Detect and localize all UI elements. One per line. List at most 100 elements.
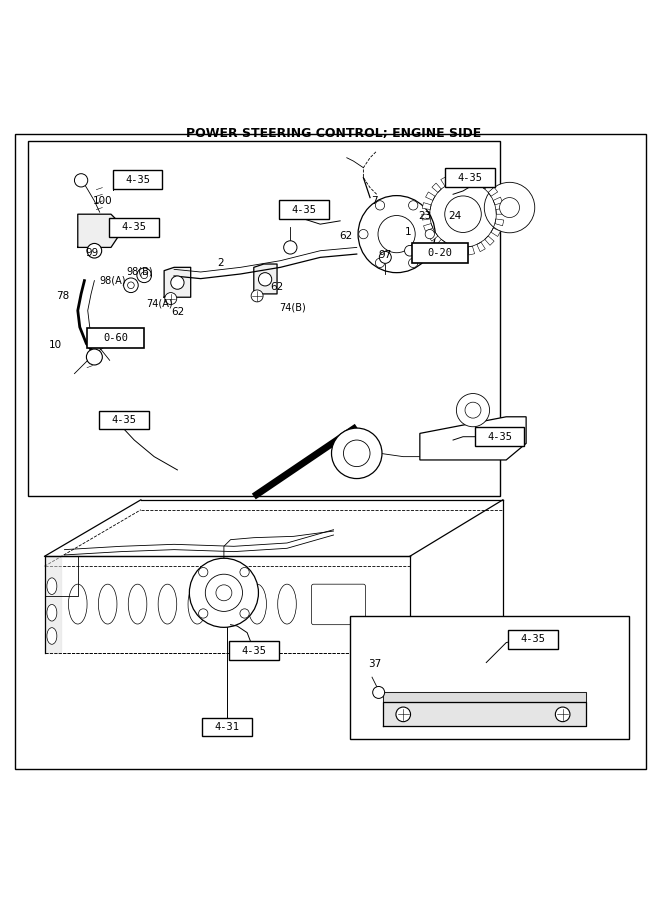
Circle shape [425,230,434,238]
Polygon shape [432,183,442,193]
Circle shape [445,196,482,232]
Text: 4-31: 4-31 [215,722,239,732]
Circle shape [75,174,88,187]
Text: 97: 97 [379,250,392,260]
Polygon shape [428,232,438,241]
Circle shape [251,290,263,302]
Circle shape [240,568,249,577]
Polygon shape [422,202,431,210]
Text: 4-35: 4-35 [112,415,137,425]
FancyBboxPatch shape [311,584,366,625]
Text: 2: 2 [217,257,224,267]
Circle shape [376,258,385,267]
Circle shape [484,183,535,233]
Text: 62: 62 [171,307,184,317]
Circle shape [165,292,177,304]
Ellipse shape [188,584,207,624]
Bar [109,218,159,237]
Polygon shape [420,417,526,460]
Polygon shape [463,173,469,181]
Text: 1: 1 [405,227,411,237]
Bar [99,410,149,429]
Text: 100: 100 [93,196,113,206]
Polygon shape [493,197,502,205]
Circle shape [405,246,415,256]
Circle shape [141,272,147,279]
Text: 4-35: 4-35 [487,432,512,442]
Circle shape [465,402,481,418]
Text: 10: 10 [49,340,62,350]
Polygon shape [495,219,504,226]
Ellipse shape [248,584,266,624]
Polygon shape [78,214,117,248]
Text: 62: 62 [270,283,283,293]
Circle shape [283,241,297,254]
Text: 78: 78 [56,291,69,301]
Ellipse shape [47,578,57,595]
Circle shape [500,198,520,218]
Bar [113,170,163,189]
Bar [28,141,500,497]
Text: 4-35: 4-35 [457,173,482,183]
Ellipse shape [218,584,237,624]
Ellipse shape [47,605,57,621]
Polygon shape [452,174,458,183]
Text: 98(A): 98(A) [99,275,126,285]
Ellipse shape [277,584,296,624]
Circle shape [331,428,382,479]
Circle shape [409,258,418,267]
Text: 4-35: 4-35 [520,634,545,644]
Circle shape [123,278,138,293]
Circle shape [380,251,392,264]
Polygon shape [485,236,494,246]
Circle shape [376,201,385,210]
Circle shape [359,230,368,238]
Polygon shape [441,176,450,186]
Circle shape [409,201,418,210]
Circle shape [199,568,208,577]
Text: 23: 23 [418,212,432,221]
Polygon shape [424,223,433,231]
Polygon shape [468,246,475,255]
Polygon shape [253,264,277,294]
Text: 0-20: 0-20 [428,248,452,257]
Polygon shape [384,702,586,725]
Text: 62: 62 [339,231,352,241]
Bar [202,717,252,736]
Polygon shape [477,242,486,252]
Circle shape [205,574,243,611]
Polygon shape [436,239,445,248]
Circle shape [344,440,370,466]
Circle shape [556,707,570,722]
Bar [279,201,329,219]
Bar [445,168,494,187]
Circle shape [396,707,411,722]
Text: 98(B): 98(B) [126,266,153,276]
Polygon shape [426,192,435,201]
Text: 0-60: 0-60 [103,333,128,344]
Polygon shape [422,214,430,220]
Ellipse shape [128,584,147,624]
Polygon shape [491,228,500,237]
Text: POWER STEERING CONTROL; ENGINE SIDE: POWER STEERING CONTROL; ENGINE SIDE [186,127,481,140]
Text: 74(A): 74(A) [146,299,173,309]
Polygon shape [446,245,454,254]
Circle shape [137,268,151,283]
Circle shape [358,195,435,273]
Polygon shape [472,175,480,184]
Circle shape [373,687,385,698]
Text: 4-35: 4-35 [122,222,147,232]
Polygon shape [496,208,504,214]
Bar [475,428,524,446]
Circle shape [189,558,258,627]
Text: 4-35: 4-35 [291,204,316,214]
Circle shape [87,243,101,258]
Circle shape [378,215,415,253]
Text: 7: 7 [372,196,378,206]
Ellipse shape [69,584,87,624]
Circle shape [240,608,249,618]
Polygon shape [481,180,490,189]
Circle shape [87,349,102,365]
Circle shape [199,608,208,618]
Bar [508,630,558,649]
